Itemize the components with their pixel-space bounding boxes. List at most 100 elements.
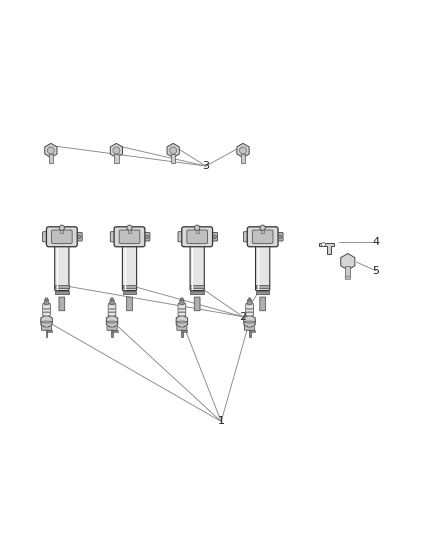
FancyBboxPatch shape: [274, 232, 283, 241]
Circle shape: [279, 235, 282, 238]
Polygon shape: [127, 225, 132, 231]
Text: 2: 2: [240, 312, 247, 322]
Bar: [55, 285, 68, 288]
FancyBboxPatch shape: [43, 303, 50, 316]
Circle shape: [180, 298, 184, 301]
Bar: [256, 285, 269, 288]
Ellipse shape: [244, 321, 255, 323]
FancyBboxPatch shape: [182, 227, 212, 247]
Bar: [191, 291, 204, 294]
Text: 4: 4: [373, 238, 380, 247]
Circle shape: [170, 147, 177, 154]
Text: 5: 5: [373, 266, 380, 276]
Polygon shape: [59, 225, 64, 231]
Text: 1: 1: [218, 416, 225, 426]
FancyBboxPatch shape: [107, 322, 117, 330]
Bar: [249, 330, 251, 337]
FancyBboxPatch shape: [42, 232, 50, 242]
Ellipse shape: [179, 312, 185, 313]
Circle shape: [213, 235, 216, 238]
FancyBboxPatch shape: [194, 297, 200, 311]
FancyBboxPatch shape: [260, 297, 265, 311]
Circle shape: [110, 298, 113, 301]
Ellipse shape: [41, 321, 52, 323]
Circle shape: [78, 235, 81, 238]
Bar: [111, 330, 113, 337]
Bar: [55, 291, 68, 294]
Bar: [261, 230, 264, 233]
FancyBboxPatch shape: [119, 230, 140, 244]
Bar: [196, 230, 198, 233]
FancyBboxPatch shape: [247, 300, 252, 305]
Bar: [182, 330, 187, 332]
FancyBboxPatch shape: [108, 303, 116, 316]
FancyBboxPatch shape: [244, 322, 254, 330]
FancyBboxPatch shape: [190, 236, 204, 290]
FancyBboxPatch shape: [114, 227, 145, 247]
FancyBboxPatch shape: [177, 322, 187, 330]
Bar: [49, 155, 53, 163]
Circle shape: [321, 243, 325, 246]
FancyBboxPatch shape: [187, 230, 208, 244]
Ellipse shape: [247, 312, 253, 313]
FancyBboxPatch shape: [247, 227, 278, 247]
Circle shape: [248, 298, 251, 301]
Ellipse shape: [43, 312, 49, 313]
FancyBboxPatch shape: [208, 232, 218, 241]
Bar: [241, 155, 245, 163]
Polygon shape: [237, 143, 249, 158]
Bar: [256, 291, 269, 294]
Bar: [46, 330, 52, 332]
Polygon shape: [176, 314, 187, 328]
Bar: [181, 330, 183, 337]
Bar: [60, 230, 63, 233]
Circle shape: [145, 235, 149, 238]
Polygon shape: [167, 143, 179, 158]
FancyBboxPatch shape: [252, 230, 273, 244]
Polygon shape: [244, 314, 255, 328]
FancyBboxPatch shape: [110, 300, 114, 305]
FancyBboxPatch shape: [178, 303, 186, 316]
FancyBboxPatch shape: [345, 276, 350, 279]
Polygon shape: [45, 143, 57, 158]
Bar: [114, 155, 119, 163]
FancyBboxPatch shape: [122, 236, 137, 290]
Bar: [345, 265, 350, 278]
Bar: [250, 330, 255, 332]
Polygon shape: [110, 143, 123, 158]
Bar: [171, 155, 175, 163]
Polygon shape: [106, 314, 118, 328]
FancyBboxPatch shape: [55, 236, 69, 290]
Circle shape: [113, 147, 120, 154]
Ellipse shape: [106, 321, 118, 323]
Bar: [191, 285, 204, 288]
Ellipse shape: [176, 321, 187, 323]
FancyBboxPatch shape: [246, 303, 254, 316]
Polygon shape: [194, 225, 200, 231]
Bar: [123, 291, 136, 294]
FancyBboxPatch shape: [178, 232, 186, 242]
Polygon shape: [41, 314, 52, 328]
FancyBboxPatch shape: [127, 297, 132, 311]
Circle shape: [47, 147, 54, 154]
FancyBboxPatch shape: [110, 232, 118, 242]
FancyBboxPatch shape: [244, 232, 251, 242]
Bar: [112, 330, 117, 332]
Polygon shape: [319, 243, 334, 254]
FancyBboxPatch shape: [141, 232, 150, 241]
Circle shape: [45, 298, 48, 301]
FancyBboxPatch shape: [255, 236, 270, 290]
FancyBboxPatch shape: [46, 227, 77, 247]
FancyBboxPatch shape: [73, 232, 82, 241]
FancyBboxPatch shape: [52, 230, 72, 244]
FancyBboxPatch shape: [44, 300, 49, 305]
Ellipse shape: [109, 312, 115, 313]
Polygon shape: [341, 254, 355, 270]
FancyBboxPatch shape: [180, 300, 184, 305]
Text: 3: 3: [202, 161, 209, 171]
Bar: [46, 330, 47, 337]
Bar: [123, 285, 136, 288]
Bar: [128, 230, 131, 233]
Circle shape: [240, 147, 247, 154]
Polygon shape: [260, 225, 265, 231]
